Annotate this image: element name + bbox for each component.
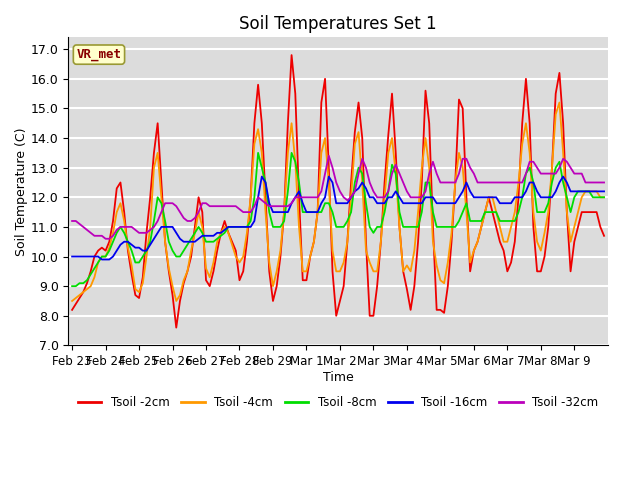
Text: VR_met: VR_met <box>76 48 122 61</box>
Legend: Tsoil -2cm, Tsoil -4cm, Tsoil -8cm, Tsoil -16cm, Tsoil -32cm: Tsoil -2cm, Tsoil -4cm, Tsoil -8cm, Tsoi… <box>73 391 604 414</box>
X-axis label: Time: Time <box>323 371 353 384</box>
Y-axis label: Soil Temperature (C): Soil Temperature (C) <box>15 127 28 256</box>
Title: Soil Temperatures Set 1: Soil Temperatures Set 1 <box>239 15 437 33</box>
